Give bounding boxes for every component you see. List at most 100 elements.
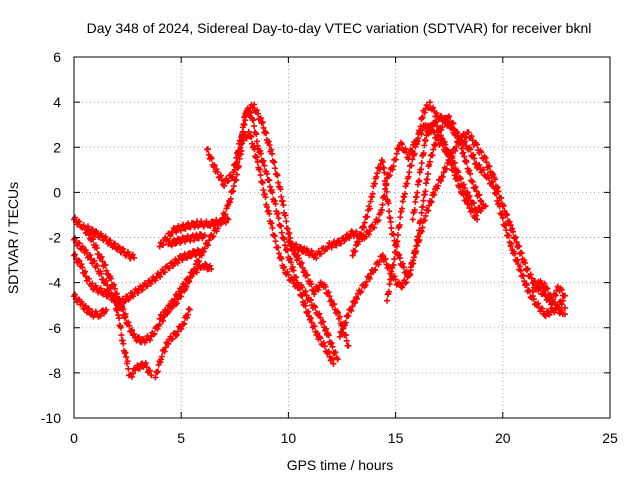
data-point-marker <box>97 285 104 292</box>
data-point-marker <box>79 264 86 271</box>
data-point-marker <box>115 312 122 319</box>
data-point-marker <box>329 356 336 363</box>
data-point-marker <box>151 330 158 337</box>
data-point-marker <box>93 245 100 252</box>
data-point-marker <box>386 288 393 295</box>
data-point-marker <box>299 292 306 299</box>
data-point-marker <box>108 275 115 282</box>
data-point-marker <box>354 295 361 302</box>
data-point-marker <box>103 278 110 285</box>
data-point-marker <box>248 133 255 140</box>
data-point-marker <box>154 369 161 376</box>
data-point-marker <box>245 128 252 135</box>
data-point-marker <box>372 266 379 273</box>
data-point-marker <box>285 271 292 278</box>
data-point-marker <box>271 233 278 240</box>
data-point-marker <box>272 238 279 245</box>
data-point-marker <box>484 172 491 179</box>
data-point-marker <box>184 314 191 321</box>
data-point-marker <box>429 152 436 159</box>
data-point-marker <box>482 202 489 209</box>
data-point-marker <box>514 256 521 263</box>
data-point-marker <box>522 259 529 266</box>
data-point-marker <box>287 255 294 262</box>
data-point-marker <box>295 255 302 262</box>
data-point-marker <box>425 207 432 214</box>
data-point-marker <box>510 228 517 235</box>
data-point-marker <box>520 272 527 279</box>
data-point-marker <box>144 282 151 289</box>
data-point-marker <box>125 365 132 372</box>
data-point-marker <box>462 138 469 145</box>
data-point-marker <box>492 176 499 183</box>
data-point-marker <box>342 319 349 326</box>
data-point-marker <box>437 178 444 185</box>
data-point-marker <box>256 166 263 173</box>
data-point-marker <box>381 169 388 176</box>
data-point-marker <box>402 280 409 287</box>
data-point-marker <box>346 235 353 242</box>
data-point-marker <box>472 183 479 190</box>
data-point-marker <box>453 130 460 137</box>
data-point-marker <box>505 232 512 239</box>
data-point-marker <box>393 150 400 157</box>
data-point-marker <box>253 107 260 114</box>
data-point-marker <box>131 331 138 338</box>
y-axis-label: SDTVAR / TECUs <box>5 182 21 294</box>
data-point-marker <box>417 217 424 224</box>
data-point-marker <box>295 247 302 254</box>
data-point-marker <box>274 172 281 179</box>
data-point-marker <box>446 120 453 127</box>
x-tick-label: 5 <box>177 430 185 446</box>
data-point-marker <box>511 250 518 257</box>
data-point-marker <box>470 151 477 158</box>
x-tick-label: 20 <box>495 430 511 446</box>
data-point-marker <box>281 242 288 249</box>
data-point-marker <box>161 269 168 276</box>
data-point-marker <box>90 236 97 243</box>
data-point-marker <box>456 182 463 189</box>
data-point-marker <box>244 107 251 114</box>
data-point-marker <box>331 301 338 308</box>
data-point-marker <box>174 293 181 300</box>
data-point-marker <box>72 235 79 242</box>
data-point-marker <box>336 333 343 340</box>
data-point-marker <box>214 169 221 176</box>
data-point-marker <box>222 219 229 226</box>
data-point-marker <box>461 153 468 160</box>
data-point-marker <box>147 367 154 374</box>
data-point-marker <box>474 216 481 223</box>
series-track-2 <box>71 251 129 318</box>
data-point-marker <box>213 166 220 173</box>
data-point-marker <box>89 280 96 287</box>
series-track-4 <box>71 235 155 380</box>
data-point-marker <box>83 249 90 256</box>
data-point-marker <box>406 169 413 176</box>
data-point-marker <box>181 283 188 290</box>
data-point-marker <box>384 297 391 304</box>
data-point-marker <box>542 313 549 320</box>
data-point-marker <box>426 158 433 165</box>
data-point-marker <box>94 262 101 269</box>
data-point-marker <box>363 278 370 285</box>
data-point-marker <box>426 129 433 136</box>
data-point-marker <box>158 356 165 363</box>
data-point-marker <box>318 250 325 257</box>
data-point-marker <box>236 148 243 155</box>
data-point-marker <box>259 179 266 186</box>
data-point-marker <box>403 268 410 275</box>
data-point-marker <box>415 227 422 234</box>
data-point-marker <box>353 228 360 235</box>
data-point-marker <box>474 141 481 148</box>
data-point-marker <box>328 244 335 251</box>
data-point-marker <box>530 296 537 303</box>
data-point-marker <box>307 296 314 303</box>
data-point-marker <box>465 200 472 207</box>
series-track-18 <box>409 118 481 223</box>
data-point-marker <box>409 216 416 223</box>
x-tick-label: 0 <box>70 430 78 446</box>
series-track-9 <box>156 215 232 250</box>
data-point-marker <box>420 150 427 157</box>
data-point-marker <box>203 261 210 268</box>
data-point-marker <box>165 340 172 347</box>
